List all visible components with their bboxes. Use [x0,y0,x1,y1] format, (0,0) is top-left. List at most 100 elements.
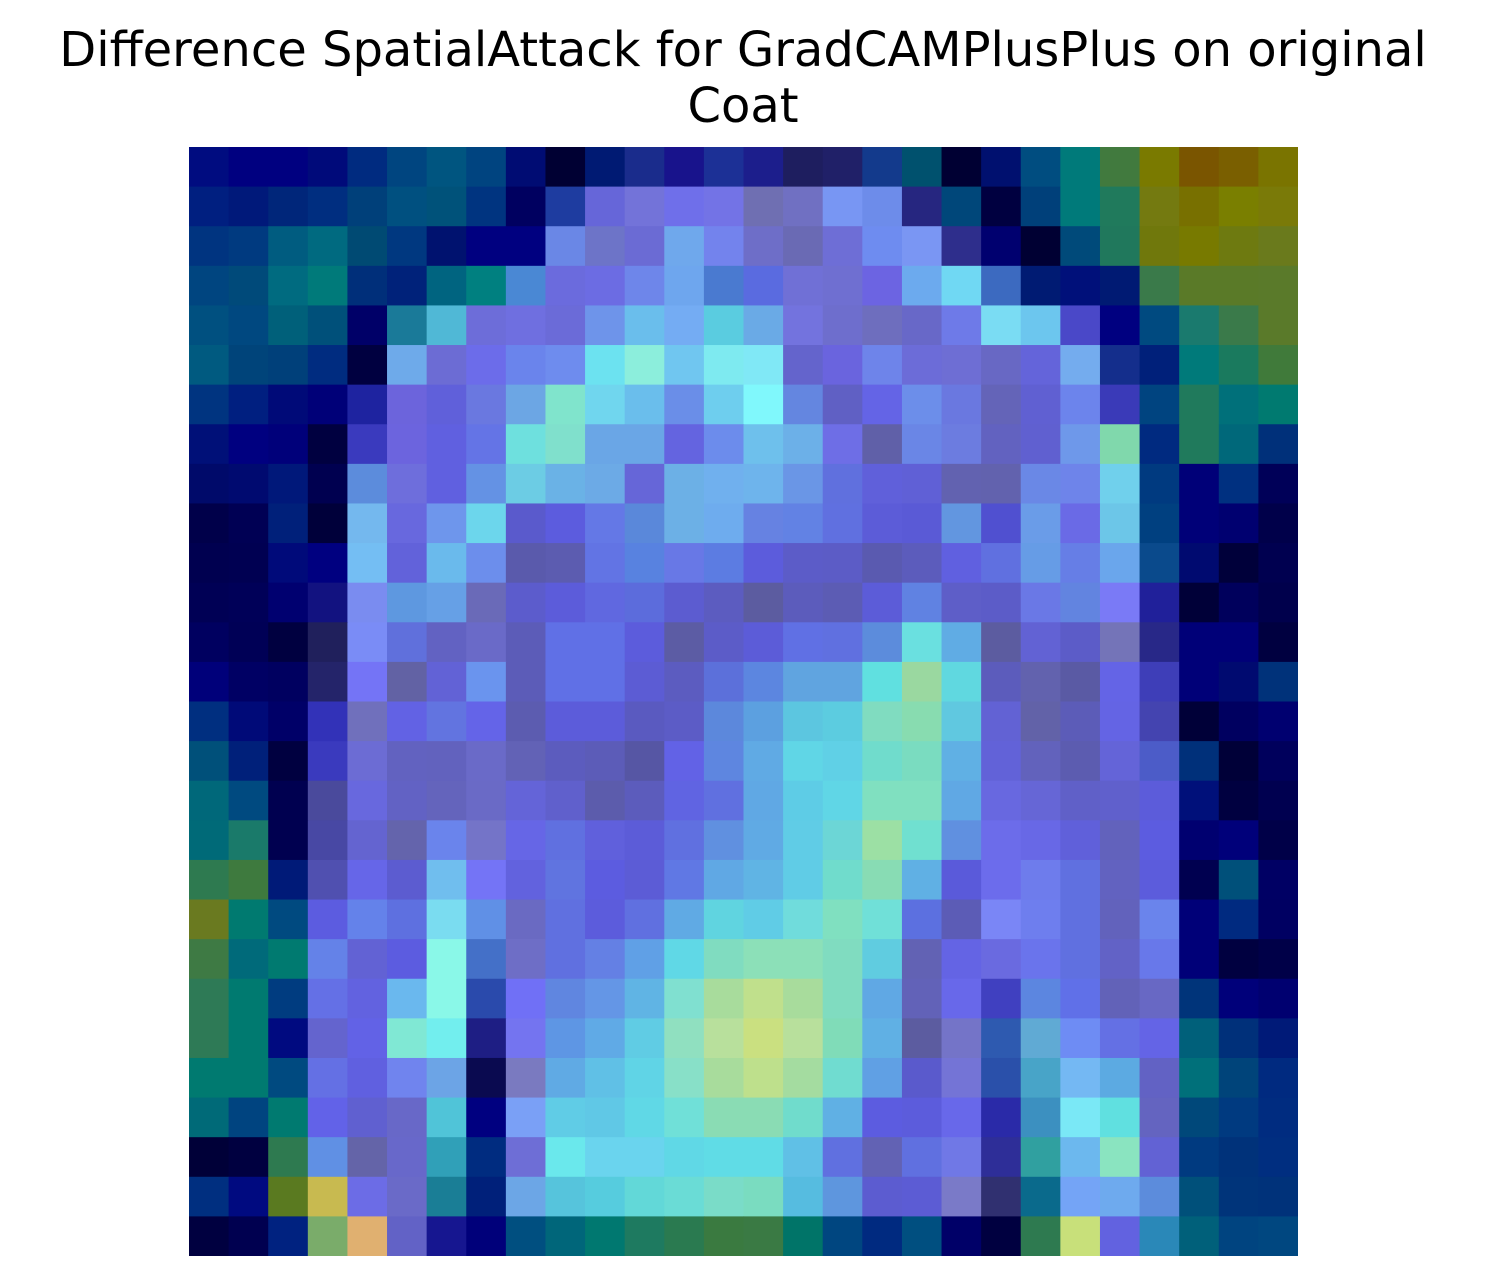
heatmap-cell-r18-c22 [1060,859,1101,901]
heatmap-cell-r23-c23 [1099,1057,1141,1099]
heatmap-cell-r2-c1 [228,226,269,267]
heatmap-cell-r22-c13 [703,1018,745,1059]
heatmap-cell-r6-c5 [387,384,428,425]
heatmap-cell-r23-c20 [981,1057,1022,1099]
heatmap-cell-r21-c17 [862,978,903,1019]
heatmap-cell-r5-c21 [1020,345,1061,386]
heatmap-cell-r14-c26 [1218,701,1259,742]
heatmap-cell-r16-c24 [1139,780,1180,821]
heatmap-cell-r7-c18 [901,424,943,465]
heatmap-cell-r17-c15 [783,820,824,861]
heatmap-cell-r18-c5 [387,859,428,901]
heatmap-cell-r8-c7 [466,463,507,505]
heatmap-cell-r9-c27 [1258,503,1298,544]
heatmap-cell-r19-c6 [426,899,467,940]
heatmap-cell-r10-c22 [1060,543,1101,584]
heatmap-cell-r26-c3 [307,1176,349,1217]
heatmap-cell-r15-c16 [822,741,863,782]
heatmap-cell-r10-c23 [1099,543,1141,584]
heatmap-cell-r9-c21 [1020,503,1061,544]
heatmap-cell-r24-c11 [624,1097,665,1138]
heatmap-cell-r10-c25 [1179,543,1220,584]
heatmap-cell-r22-c6 [426,1018,467,1059]
heatmap-cell-r10-c10 [585,543,626,584]
heatmap-cell-r24-c7 [466,1097,507,1138]
heatmap-cell-r18-c6 [426,859,467,901]
heatmap-cell-r7-c1 [228,424,269,465]
heatmap-cell-r5-c15 [783,345,824,386]
heatmap-cell-r8-c13 [703,463,745,505]
heatmap-cell-r21-c9 [545,978,586,1019]
heatmap-cell-r4-c0 [189,305,230,346]
heatmap-cell-r1-c3 [307,186,349,227]
heatmap-cell-r16-c6 [426,780,467,821]
heatmap-cell-r18-c8 [505,859,547,901]
heatmap-cell-r9-c8 [505,503,547,544]
heatmap-cell-r0-c17 [862,147,903,188]
heatmap-cell-r19-c21 [1020,899,1061,940]
heatmap-cell-r18-c7 [466,859,507,901]
heatmap-cell-r3-c3 [307,265,349,307]
heatmap-cell-r2-c6 [426,226,467,267]
heatmap-cell-r18-c3 [307,859,349,901]
heatmap-cell-r23-c8 [505,1057,547,1099]
heatmap-cell-r2-c11 [624,226,665,267]
heatmap-cell-r22-c21 [1020,1018,1061,1059]
heatmap-cell-r10-c4 [347,543,388,584]
heatmap-cell-r19-c19 [941,899,982,940]
heatmap-cell-r22-c2 [268,1018,309,1059]
heatmap-cell-r21-c12 [664,978,705,1019]
heatmap-cell-r5-c19 [941,345,982,386]
heatmap-cell-r3-c17 [862,265,903,307]
heatmap-cell-r0-c15 [783,147,824,188]
heatmap-cell-r11-c3 [307,582,349,623]
heatmap-cell-r3-c18 [901,265,943,307]
heatmap-cell-r7-c20 [981,424,1022,465]
heatmap-cell-r17-c22 [1060,820,1101,861]
heatmap-cell-r25-c18 [901,1137,943,1178]
heatmap-cell-r24-c16 [822,1097,863,1138]
heatmap-cell-r8-c11 [624,463,665,505]
heatmap-cell-r12-c17 [862,622,903,663]
heatmap-cell-r9-c16 [822,503,863,544]
heatmap-cell-r12-c1 [228,622,269,663]
heatmap-cell-r2-c15 [783,226,824,267]
heatmap-cell-r4-c27 [1258,305,1298,346]
heatmap-cell-r27-c22 [1060,1216,1101,1256]
heatmap-cell-r9-c6 [426,503,467,544]
heatmap-cell-r0-c16 [822,147,863,188]
heatmap-cell-r26-c10 [585,1176,626,1217]
heatmap-cell-r8-c19 [941,463,982,505]
heatmap-cell-r21-c22 [1060,978,1101,1019]
heatmap-cell-r10-c2 [268,543,309,584]
heatmap-cell-r18-c24 [1139,859,1180,901]
heatmap-cell-r0-c26 [1218,147,1259,188]
heatmap-cell-r18-c2 [268,859,309,901]
heatmap-cell-r0-c7 [466,147,507,188]
heatmap-cell-r15-c7 [466,741,507,782]
heatmap-cell-r3-c8 [505,265,547,307]
heatmap-cell-r6-c9 [545,384,586,425]
heatmap-cell-r14-c20 [981,701,1022,742]
heatmap-cell-r20-c10 [585,939,626,980]
heatmap-cell-r5-c26 [1218,345,1259,386]
heatmap-cell-r3-c27 [1258,265,1298,307]
heatmap-cell-r11-c10 [585,582,626,623]
heatmap-cell-r14-c24 [1139,701,1180,742]
heatmap-cell-r3-c9 [545,265,586,307]
heatmap-cell-r10-c27 [1258,543,1298,584]
heatmap-cell-r22-c17 [862,1018,903,1059]
heatmap-cell-r18-c12 [664,859,705,901]
heatmap-cell-r26-c26 [1218,1176,1259,1217]
heatmap-cell-r21-c21 [1020,978,1061,1019]
heatmap-cell-r8-c14 [743,463,784,505]
heatmap-cell-r14-c13 [703,701,745,742]
heatmap-cell-r15-c10 [585,741,626,782]
heatmap-cell-r23-c24 [1139,1057,1180,1099]
heatmap-cell-r3-c7 [466,265,507,307]
heatmap-cell-r9-c23 [1099,503,1141,544]
heatmap-cell-r0-c13 [703,147,745,188]
heatmap-cell-r3-c20 [981,265,1022,307]
heatmap-cell-r3-c14 [743,265,784,307]
heatmap-cell-r17-c26 [1218,820,1259,861]
